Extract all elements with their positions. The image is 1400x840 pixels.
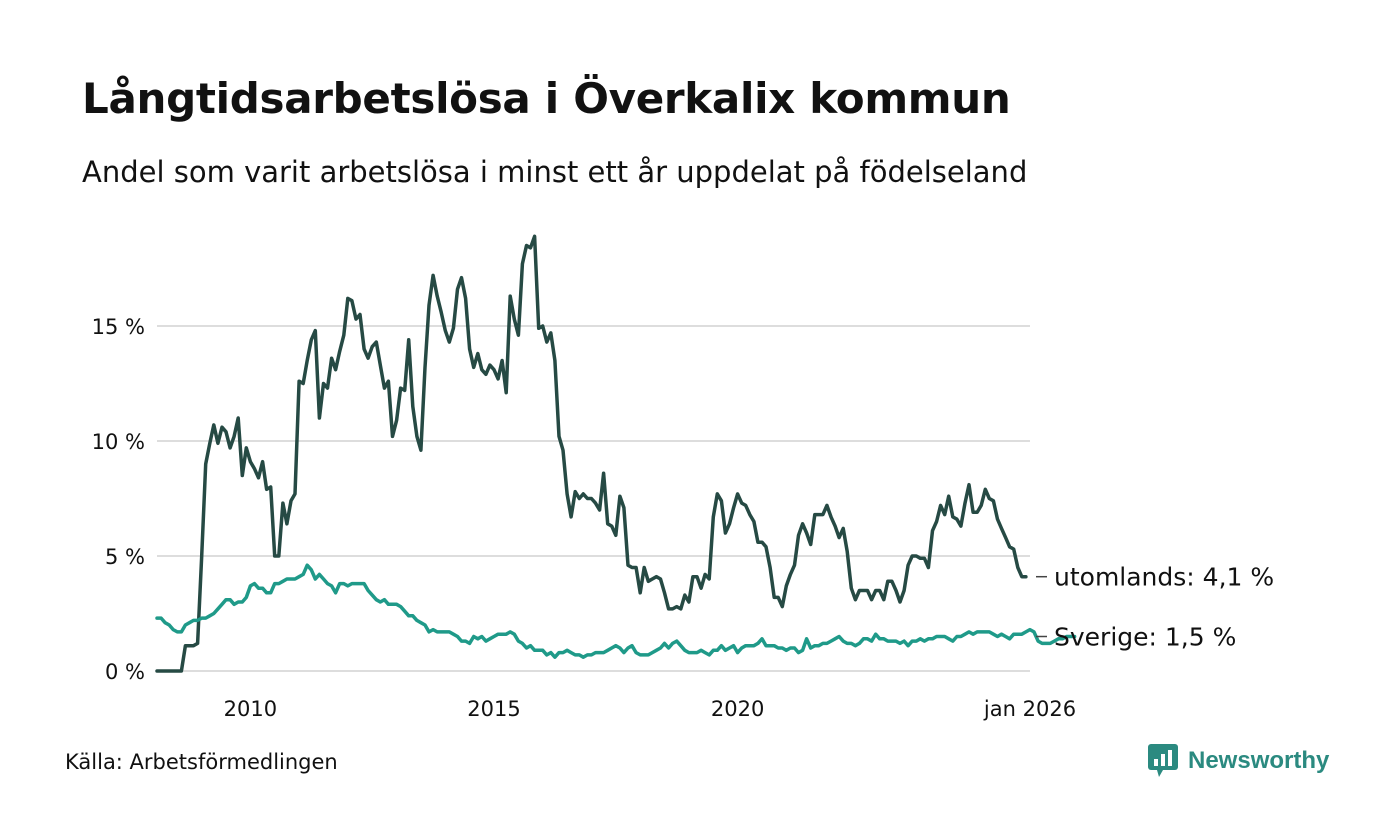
x-axis-ticks: 2010 2015 2020 jan 2026: [224, 697, 1076, 721]
chart-title: Långtidsarbetslösa i Överkalix kommun: [82, 74, 1011, 123]
brand-name: Newsworthy: [1188, 747, 1330, 774]
y-tick-label: 10 %: [92, 430, 145, 454]
chart-subtitle: Andel som varit arbetslösa i minst ett å…: [82, 155, 1028, 189]
source-note: Källa: Arbetsförmedlingen: [65, 750, 338, 774]
y-tick-label: 0 %: [105, 660, 145, 684]
y-tick-label: 15 %: [92, 315, 145, 339]
gridlines: [157, 325, 1030, 672]
y-axis-ticks: 0 % 5 % 10 % 15 %: [92, 315, 145, 684]
end-label-sverige: Sverige: 1,5 %: [1054, 623, 1236, 652]
x-tick-label: 2010: [224, 697, 277, 721]
x-tick-label: jan 2026: [983, 697, 1076, 721]
series-line-utomlands: [155, 234, 1028, 673]
newsworthy-logo[interactable]: Newsworthy: [1148, 744, 1329, 778]
x-tick-label: 2015: [467, 697, 520, 721]
end-label-utomlands: utomlands: 4,1 %: [1054, 563, 1274, 592]
x-tick-label: 2020: [711, 697, 764, 721]
series-line-sverige: [155, 563, 1077, 659]
y-tick-label: 5 %: [105, 545, 145, 569]
series-lines: [155, 234, 1077, 673]
bar-chart-icon: [1148, 744, 1178, 777]
series-end-labels: utomlands: 4,1 % Sverige: 1,5 %: [1036, 563, 1274, 652]
